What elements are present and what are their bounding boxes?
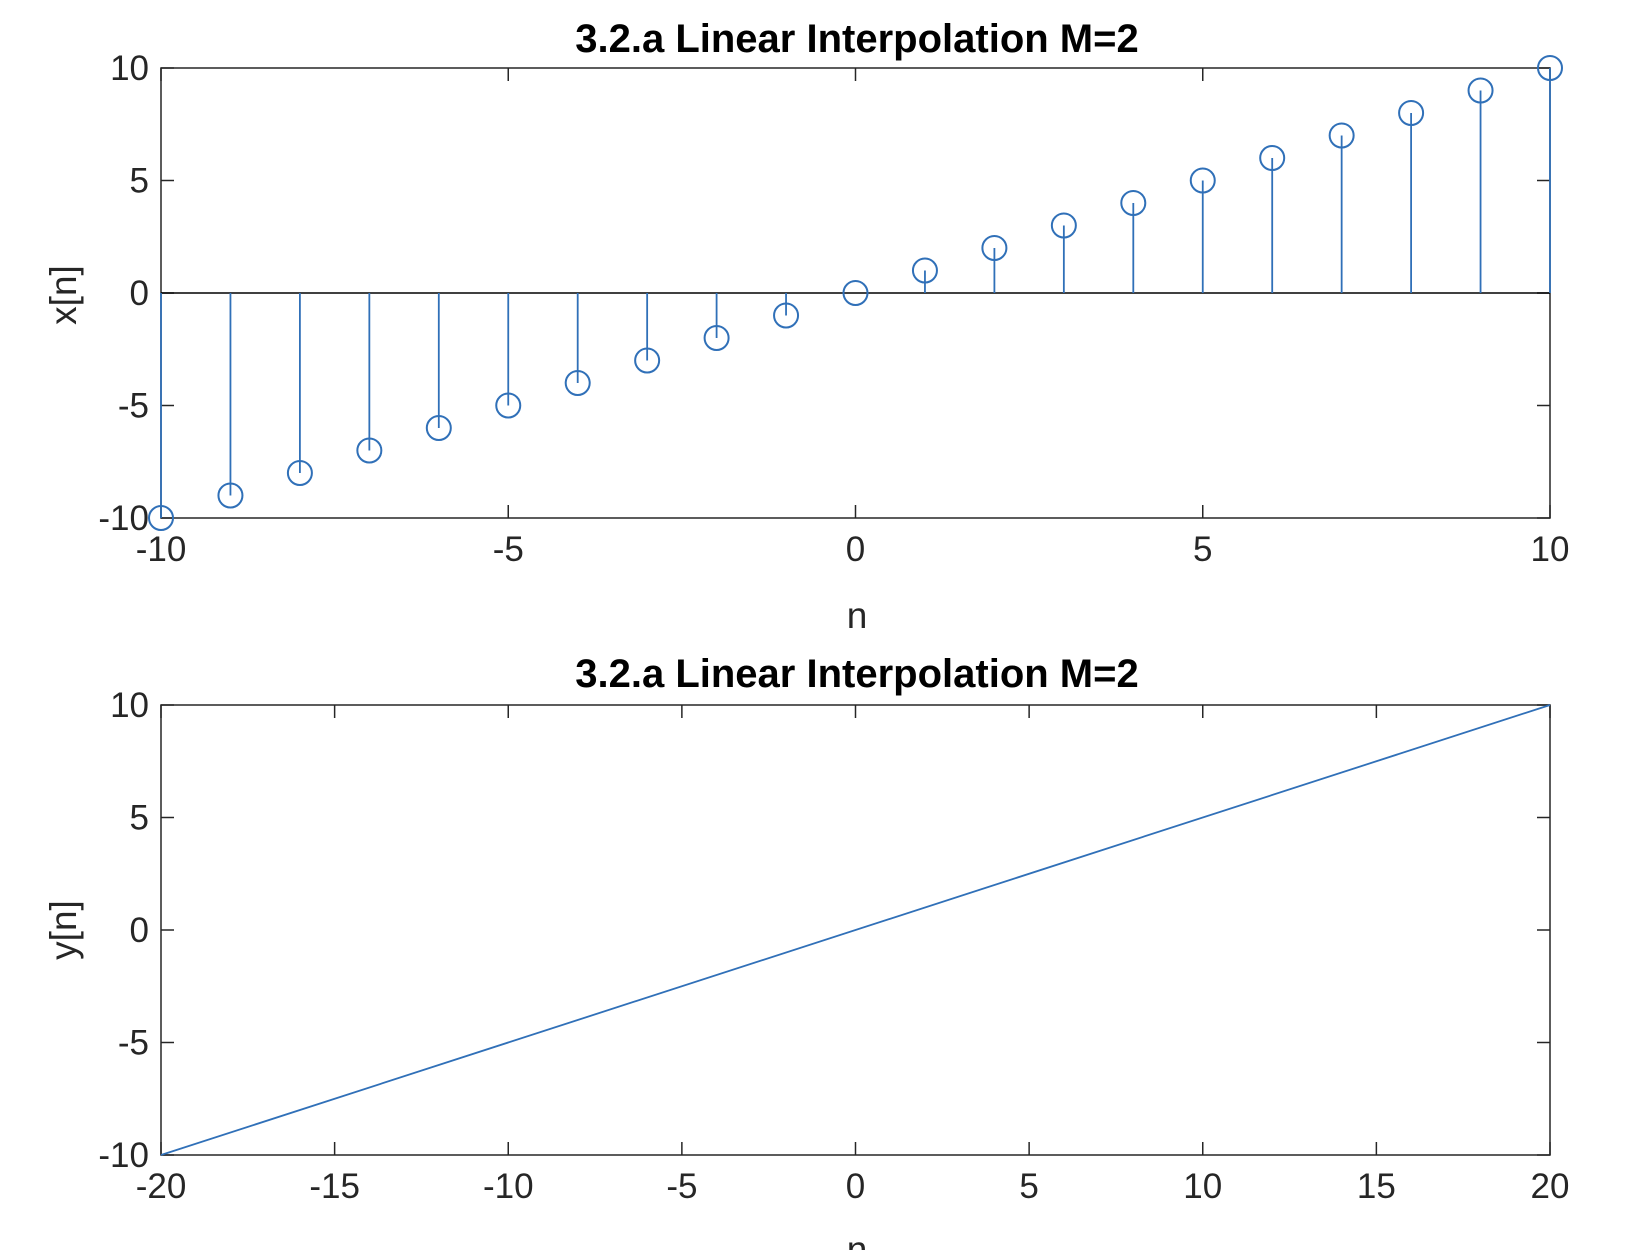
stem-marker (634, 347, 661, 374)
stem-marker (703, 325, 730, 351)
line-plot-x-tick-label: 20 (1531, 1167, 1570, 1206)
stem-marker (1259, 145, 1286, 171)
stem-plot-x-tick-label: 10 (1531, 530, 1570, 569)
line-plot-y-tick-label: -5 (118, 1024, 149, 1063)
stem-marker (1120, 190, 1147, 216)
stem-marker (148, 505, 174, 531)
stem-plot-y-tick-label: 0 (130, 274, 149, 313)
line-plot-y-tick-label: -10 (98, 1136, 149, 1175)
stem-marker (1398, 100, 1425, 126)
line-plot-y-tick-label: 5 (130, 799, 149, 838)
stem-plot-title: 3.2.a Linear Interpolation M=2 (575, 17, 1138, 61)
stem-marker (1189, 167, 1216, 194)
line-plot-x-axis-label: n (847, 1229, 868, 1250)
stem-marker (842, 280, 869, 306)
line-plot-y-axis-label: y[n] (43, 900, 84, 960)
series-line (160, 704, 1551, 1156)
stem-marker (1537, 55, 1563, 81)
line-plot-x-tick-label: 10 (1183, 1167, 1222, 1206)
stem-plot-x-tick-label: 0 (846, 530, 865, 569)
stem-marker (495, 392, 522, 419)
stem-marker (286, 460, 313, 486)
line-plot-y-tick-label: 10 (110, 686, 149, 725)
stem-marker (773, 302, 800, 329)
line-plot-x-tick-label: 0 (846, 1167, 865, 1206)
stem-marker (911, 257, 938, 284)
stem-marker (981, 235, 1008, 261)
stem-plot-x-axis-label: n (847, 595, 868, 636)
line-plot-x-tick-label: -20 (136, 1167, 187, 1206)
line-plot-x-tick-label: -15 (309, 1167, 360, 1206)
stem-marker (1050, 212, 1077, 239)
stem-plot-x-tick-label: -10 (136, 530, 187, 569)
line-plot-x-tick-label: -10 (483, 1167, 534, 1206)
stem-marker (217, 482, 244, 509)
stem-plot-y-tick-label: 10 (110, 49, 149, 88)
line-plot-x-tick-label: -5 (666, 1167, 697, 1206)
stem-plot-y-tick-label: -5 (118, 387, 149, 426)
line-plot-y-tick-label: 0 (130, 911, 149, 950)
line-plot-x-tick-label: 15 (1357, 1167, 1396, 1206)
stem-marker (425, 415, 452, 441)
stem-plot-y-tick-label: -10 (98, 499, 149, 538)
stem-plot: 3.2.a Linear Interpolation M=2 n x[n] -1… (43, 17, 1569, 636)
stem-plot-y-axis-label: x[n] (43, 265, 84, 325)
line-plot: 3.2.a Linear Interpolation M=2 n y[n] -2… (43, 652, 1569, 1250)
stem-marker (1467, 77, 1494, 104)
line-plot-title: 3.2.a Linear Interpolation M=2 (575, 652, 1138, 696)
stem-marker (1328, 122, 1355, 149)
stem-plot-x-tick-label: 5 (1193, 530, 1212, 569)
stem-marker (564, 370, 591, 396)
stem-marker (356, 437, 383, 464)
stem-plot-y-tick-label: 5 (130, 162, 149, 201)
stem-plot-x-tick-label: -5 (493, 530, 524, 569)
line-plot-x-tick-label: 5 (1019, 1167, 1038, 1206)
